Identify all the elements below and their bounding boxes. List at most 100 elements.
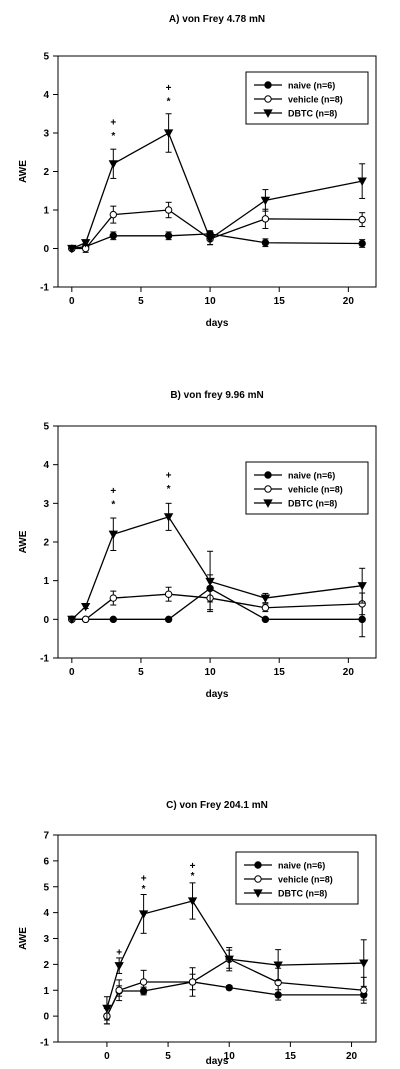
y-tick-label: 5 xyxy=(43,52,49,63)
panel-c: C) von Frey 204.1 mN -1 0 1 2 3 4 5 6 7 0 5 10 15 20 da… xyxy=(18,800,377,1067)
x-tick-label: 0 xyxy=(104,1051,110,1062)
chart-title: C) von Frey 204.1 mN xyxy=(166,800,268,811)
legend-marker xyxy=(263,499,273,508)
legend-entry-vehicle-n-8: vehicle (n=8) xyxy=(278,875,333,885)
y-tick-label: 0 xyxy=(43,244,49,255)
legend-entry-dbtc-n-8: DBTC (n=8) xyxy=(288,499,337,509)
data-point xyxy=(357,582,367,591)
x-tick-label: 15 xyxy=(274,296,286,307)
legend-marker xyxy=(263,109,273,118)
data-point xyxy=(188,978,197,986)
x-axis-label: days xyxy=(206,1056,229,1067)
data-point xyxy=(273,961,283,970)
significance-mark: + xyxy=(116,947,122,958)
y-tick-label: 6 xyxy=(43,856,49,867)
x-tick-label: 5 xyxy=(138,667,144,678)
legend: naive (n=6) vehicle (n=8) DBTC (n=8) xyxy=(245,461,369,515)
y-axis-label: AWE xyxy=(18,927,29,950)
legend-marker xyxy=(264,81,272,89)
data-point xyxy=(357,177,367,186)
data-point xyxy=(164,206,173,214)
significance-mark: + xyxy=(141,874,147,885)
y-tick-label: 4 xyxy=(43,90,49,101)
y-tick-label: 0 xyxy=(43,615,49,626)
significance-mark: * xyxy=(111,499,115,510)
x-tick-label: 0 xyxy=(69,296,75,307)
significance-mark: + xyxy=(166,83,172,94)
y-tick-label: 2 xyxy=(43,167,49,178)
series-dbtc-n-8 xyxy=(67,502,367,625)
legend-entry-vehicle-n-8: vehicle (n=8) xyxy=(288,485,343,495)
data-point xyxy=(359,959,369,968)
data-point xyxy=(261,215,270,223)
significance-mark: + xyxy=(110,486,116,497)
data-point xyxy=(164,615,173,624)
significance-mark: * xyxy=(167,96,171,107)
data-point xyxy=(108,530,118,540)
x-tick-label: 20 xyxy=(346,1051,358,1062)
data-point xyxy=(224,955,234,965)
data-point xyxy=(114,962,124,971)
y-tick-label: 2 xyxy=(43,960,49,971)
y-tick-label: 1 xyxy=(43,986,49,997)
y-tick-label: 3 xyxy=(43,129,49,140)
legend-marker xyxy=(264,471,272,479)
y-tick-label: 4 xyxy=(43,908,49,919)
significance-mark: * xyxy=(191,871,195,882)
significance-mark: + xyxy=(110,117,116,128)
chart-title: B) von frey 9.96 mN xyxy=(170,390,263,401)
legend-marker xyxy=(264,485,272,493)
data-point xyxy=(164,232,173,240)
data-point xyxy=(260,594,271,603)
series-line xyxy=(106,958,364,1017)
data-point xyxy=(81,615,90,624)
y-tick-label: 7 xyxy=(43,831,49,842)
x-tick-label: 5 xyxy=(138,296,144,307)
data-point xyxy=(360,986,368,994)
data-point xyxy=(205,235,215,244)
x-tick-label: 10 xyxy=(205,296,217,307)
legend: naive (n=6) vehicle (n=8) DBTC (n=8) xyxy=(245,71,369,125)
legend-marker xyxy=(253,889,263,898)
plot-frame xyxy=(57,425,377,659)
data-point xyxy=(187,897,198,906)
legend-entry-naive-n-6: naive (n=6) xyxy=(278,861,325,871)
x-axis-label: days xyxy=(206,689,229,700)
data-point xyxy=(115,986,123,994)
legend-entry-naive-n-6: naive (n=6) xyxy=(288,81,335,91)
data-point xyxy=(102,1004,112,1014)
y-axis-label: AWE xyxy=(18,160,29,183)
data-point xyxy=(358,215,366,224)
x-tick-label: 0 xyxy=(69,667,75,678)
data-point xyxy=(163,513,174,522)
series-vehicle-n-8 xyxy=(103,949,368,1025)
x-tick-label: 15 xyxy=(274,667,286,678)
legend-entry-dbtc-n-8: DBTC (n=8) xyxy=(278,889,327,899)
legend-marker xyxy=(254,875,262,883)
y-tick-label: 1 xyxy=(43,206,49,217)
y-tick-label: 5 xyxy=(43,422,49,433)
panel-a: A) von Frey 4.78 mN -1 0 1 2 3 4 5 0 5 10 15 20 days A… xyxy=(18,14,377,329)
data-point xyxy=(261,615,270,624)
data-point xyxy=(205,577,215,587)
data-point xyxy=(138,910,149,919)
series-vehicle-n-8 xyxy=(68,201,366,253)
data-point xyxy=(260,196,271,206)
y-tick-label: 2 xyxy=(43,538,49,549)
legend-entry-dbtc-n-8: DBTC (n=8) xyxy=(288,109,337,119)
x-tick-label: 5 xyxy=(165,1051,171,1062)
y-tick-label: 1 xyxy=(43,576,49,587)
significance-mark: * xyxy=(142,884,146,895)
x-tick-label: 15 xyxy=(285,1051,297,1062)
legend-marker xyxy=(264,95,272,103)
data-point xyxy=(67,615,77,625)
data-point xyxy=(80,239,91,248)
y-tick-label: -1 xyxy=(40,654,49,665)
series-line xyxy=(71,587,363,620)
y-tick-label: -1 xyxy=(40,283,49,294)
y-tick-label: 3 xyxy=(43,934,49,945)
x-tick-label: 10 xyxy=(224,1051,236,1062)
data-point xyxy=(109,594,118,602)
legend-marker xyxy=(254,861,262,869)
significance-mark: + xyxy=(190,861,196,872)
